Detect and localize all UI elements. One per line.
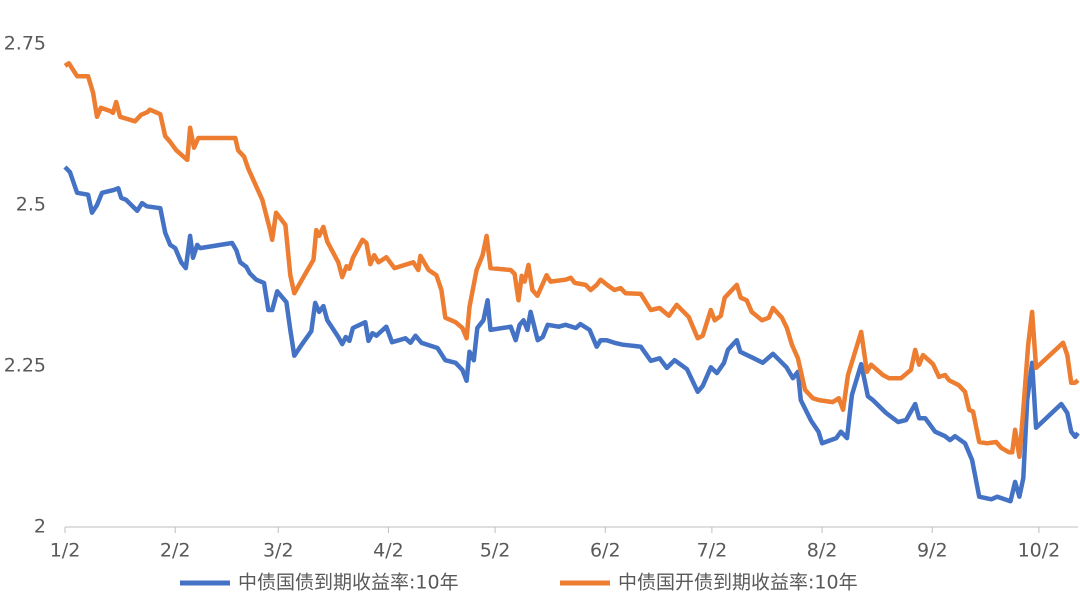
y-tick-label: 2.5 bbox=[16, 194, 46, 216]
x-tick-label: 8/2 bbox=[807, 540, 838, 562]
legend-label: 中债国开债到期收益率:10年 bbox=[618, 572, 858, 594]
y-tick-label: 2.75 bbox=[4, 33, 46, 55]
legend-label: 中债国债到期收益率:10年 bbox=[238, 572, 459, 594]
x-tick-label: 3/2 bbox=[263, 540, 294, 562]
series-line bbox=[63, 165, 1080, 504]
x-tick-label: 9/2 bbox=[917, 540, 948, 562]
x-tick-label: 6/2 bbox=[590, 540, 621, 562]
x-tick-label: 1/2 bbox=[50, 540, 81, 562]
x-tick-label: 2/2 bbox=[160, 540, 191, 562]
x-tick-label: 10/2 bbox=[1018, 540, 1061, 562]
series-line bbox=[63, 61, 1080, 460]
x-tick-label: 7/2 bbox=[697, 540, 728, 562]
y-tick-label: 2.25 bbox=[4, 355, 46, 377]
y-tick-label: 2 bbox=[34, 516, 46, 538]
x-tick-label: 5/2 bbox=[480, 540, 511, 562]
x-tick-label: 4/2 bbox=[373, 540, 404, 562]
